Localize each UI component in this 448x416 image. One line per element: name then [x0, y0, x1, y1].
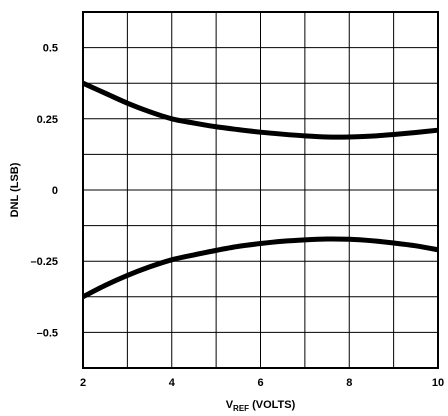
series-group: [81, 80, 439, 300]
y-tick-label: 0.5: [43, 43, 58, 55]
x-axis-label-main: V: [226, 399, 234, 411]
y-tick-label: –0.25: [30, 256, 58, 268]
x-axis-label: VREF (VOLTS): [226, 399, 296, 413]
y-tick-labels: 0.5 0.25 0 –0.25 –0.5: [30, 43, 58, 340]
x-axis-label-subscript: REF: [233, 404, 249, 413]
series-line-lower: [81, 236, 439, 300]
x-tick-label: 2: [80, 377, 86, 389]
y-tick-label: –0.5: [37, 327, 58, 339]
y-axis-label: DNL (LSB): [9, 162, 21, 217]
x-tick-label: 4: [169, 377, 176, 389]
x-tick-label: 10: [432, 377, 444, 389]
x-tick-label: 6: [257, 377, 263, 389]
x-tick-labels: 2 4 6 8 10: [80, 377, 444, 389]
y-tick-label: 0: [52, 185, 58, 197]
x-tick-label: 8: [346, 377, 352, 389]
x-axis-label-suffix: (VOLTS): [249, 399, 296, 411]
plot-frame: [82, 11, 439, 369]
grid: [83, 12, 438, 368]
y-tick-label: 0.25: [37, 114, 58, 126]
series-line-upper: [81, 80, 439, 140]
